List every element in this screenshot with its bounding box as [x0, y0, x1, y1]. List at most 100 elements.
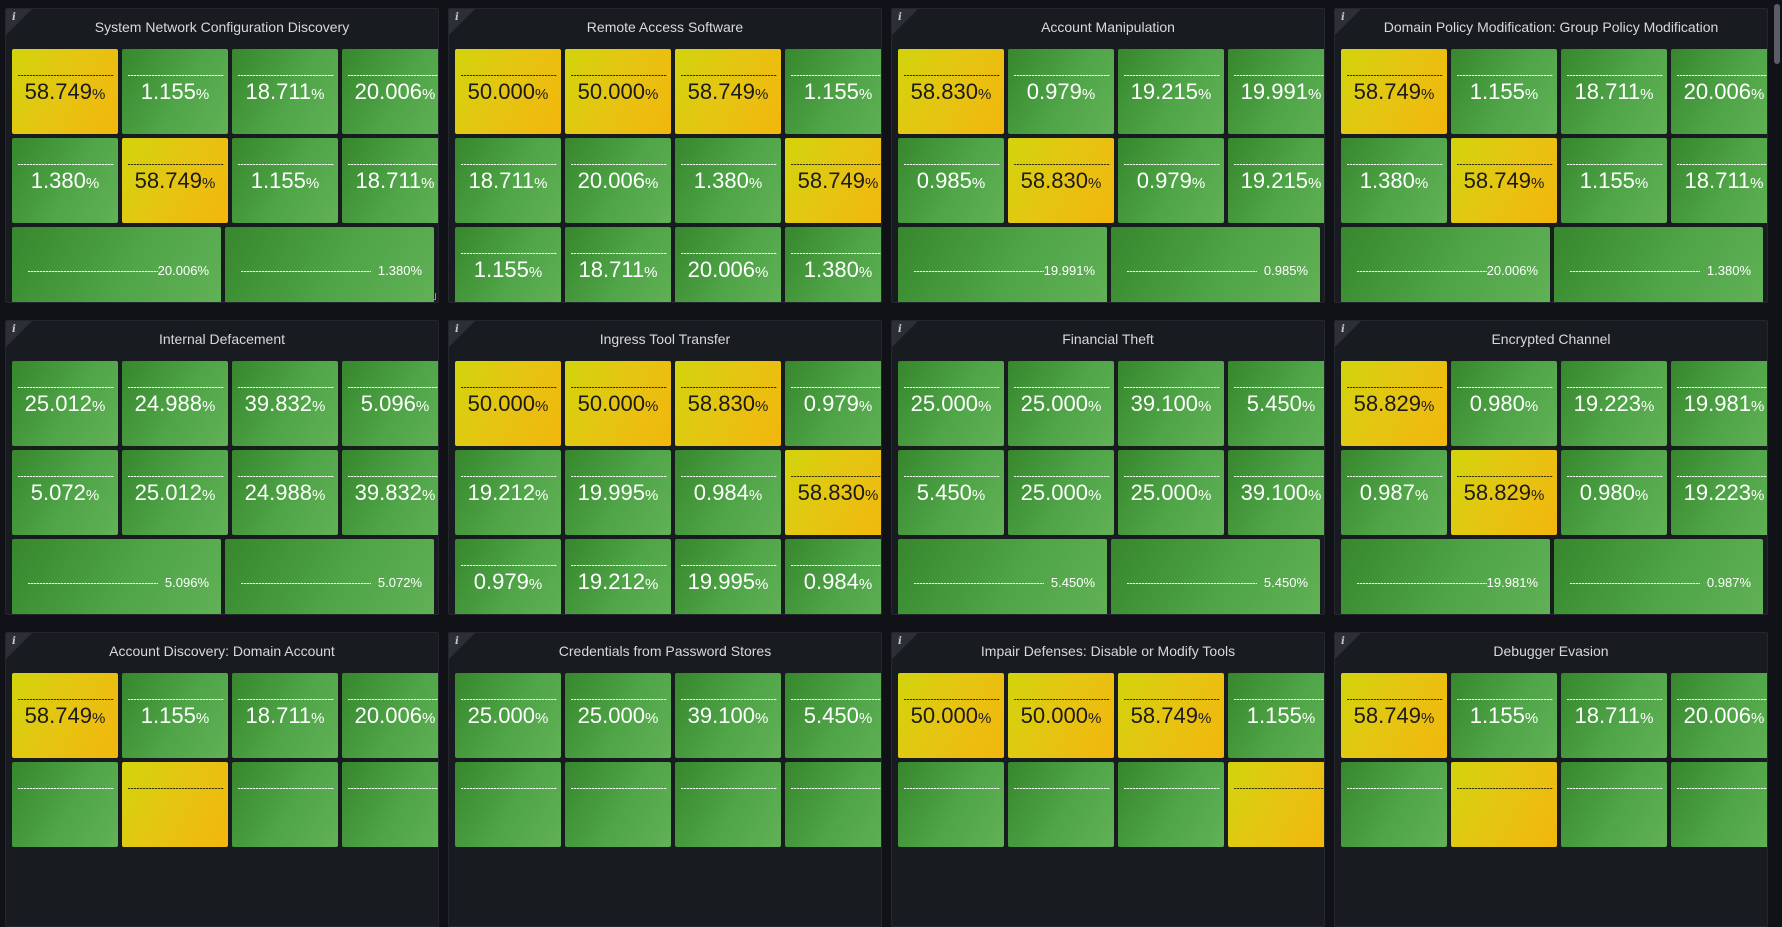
- stat-cell[interactable]: 5.450%: [1228, 361, 1324, 446]
- info-icon[interactable]: i: [12, 12, 16, 23]
- stat-cell[interactable]: 19.215%: [1228, 138, 1324, 223]
- info-icon[interactable]: i: [898, 636, 902, 647]
- stat-cell[interactable]: 0.985%: [1111, 227, 1320, 302]
- stat-cell[interactable]: 1.155%: [1451, 49, 1557, 134]
- stat-panel[interactable]: i System Network Configuration Discovery 5…: [5, 8, 439, 303]
- stat-cell[interactable]: 20.006%: [1341, 227, 1550, 302]
- stat-cell[interactable]: 50.000%: [455, 49, 561, 134]
- stat-cell[interactable]: 5.450%: [1111, 539, 1320, 614]
- panel-info-corner[interactable]: [449, 321, 475, 347]
- stat-cell[interactable]: 5.450%: [785, 673, 881, 758]
- stat-cell[interactable]: 25.000%: [1008, 361, 1114, 446]
- panel-info-corner[interactable]: [892, 321, 918, 347]
- stat-cell[interactable]: 1.380%: [1554, 227, 1763, 302]
- stat-cell[interactable]: 18.711%: [232, 49, 338, 134]
- stat-cell[interactable]: 18.711%: [232, 673, 338, 758]
- stat-cell[interactable]: 39.100%: [1228, 450, 1324, 535]
- stat-cell[interactable]: [12, 762, 118, 847]
- stat-cell[interactable]: 0.979%: [1118, 138, 1224, 223]
- stat-cell[interactable]: [785, 762, 881, 847]
- stat-cell[interactable]: [1561, 762, 1667, 847]
- stat-cell[interactable]: 0.987%: [1554, 539, 1763, 614]
- stat-cell[interactable]: 19.991%: [898, 227, 1107, 302]
- stat-cell[interactable]: [1341, 762, 1447, 847]
- stat-cell[interactable]: 18.711%: [1561, 49, 1667, 134]
- stat-cell[interactable]: 0.985%: [898, 138, 1004, 223]
- stat-cell[interactable]: 1.155%: [232, 138, 338, 223]
- panel-info-corner[interactable]: [6, 321, 32, 347]
- stat-cell[interactable]: [122, 762, 228, 847]
- stat-cell[interactable]: 5.450%: [898, 539, 1107, 614]
- stat-cell[interactable]: 19.212%: [455, 450, 561, 535]
- stat-cell[interactable]: 58.830%: [675, 361, 781, 446]
- stat-cell[interactable]: 19.223%: [1671, 450, 1767, 535]
- stat-cell[interactable]: 58.830%: [1008, 138, 1114, 223]
- panel-info-corner[interactable]: [1335, 9, 1361, 35]
- stat-panel[interactable]: i Ingress Tool Transfer 50.000% 50.000% 58.8…: [448, 320, 882, 615]
- stat-cell[interactable]: 39.100%: [1118, 361, 1224, 446]
- stat-cell[interactable]: 0.979%: [785, 361, 881, 446]
- info-icon[interactable]: i: [1341, 12, 1345, 23]
- panel-info-corner[interactable]: [1335, 321, 1361, 347]
- panel-info-corner[interactable]: [892, 633, 918, 659]
- stat-cell[interactable]: 58.749%: [12, 673, 118, 758]
- stat-cell[interactable]: 58.829%: [1451, 450, 1557, 535]
- stat-panel[interactable]: i Account Manipulation 58.830% 0.979% 19.215…: [891, 8, 1325, 303]
- panel-info-corner[interactable]: [6, 9, 32, 35]
- stat-cell[interactable]: [675, 762, 781, 847]
- stat-cell[interactable]: 39.100%: [675, 673, 781, 758]
- stat-panel[interactable]: i Domain Policy Modification: Group Polic…: [1334, 8, 1768, 303]
- panel-info-corner[interactable]: [6, 633, 32, 659]
- stat-cell[interactable]: 19.981%: [1671, 361, 1767, 446]
- stat-cell[interactable]: 1.380%: [1341, 138, 1447, 223]
- stat-cell[interactable]: 5.096%: [342, 361, 438, 446]
- scrollbar-thumb[interactable]: [1774, 4, 1780, 64]
- stat-cell[interactable]: 58.749%: [1118, 673, 1224, 758]
- stat-cell[interactable]: 18.711%: [455, 138, 561, 223]
- stat-cell[interactable]: 25.000%: [1118, 450, 1224, 535]
- stat-panel[interactable]: i Remote Access Software 50.000% 50.000% 58.…: [448, 8, 882, 303]
- stat-cell[interactable]: [898, 762, 1004, 847]
- stat-cell[interactable]: 5.096%: [12, 539, 221, 614]
- stat-cell[interactable]: 50.000%: [1008, 673, 1114, 758]
- stat-cell[interactable]: 0.979%: [455, 539, 561, 614]
- stat-cell[interactable]: 20.006%: [1671, 673, 1767, 758]
- info-icon[interactable]: i: [455, 636, 459, 647]
- stat-panel[interactable]: i Credentials from Password Stores 25.000%…: [448, 632, 882, 927]
- info-icon[interactable]: i: [12, 324, 16, 335]
- stat-cell[interactable]: 5.072%: [12, 450, 118, 535]
- stat-cell[interactable]: 1.155%: [1228, 673, 1324, 758]
- stat-cell[interactable]: 0.979%: [1008, 49, 1114, 134]
- stat-cell[interactable]: 0.980%: [1451, 361, 1557, 446]
- stat-cell[interactable]: 39.832%: [232, 361, 338, 446]
- stat-cell[interactable]: 58.749%: [675, 49, 781, 134]
- stat-cell[interactable]: [1008, 762, 1114, 847]
- stat-cell[interactable]: 20.006%: [342, 673, 438, 758]
- stat-cell[interactable]: 25.012%: [12, 361, 118, 446]
- stat-cell[interactable]: 50.000%: [898, 673, 1004, 758]
- stat-cell[interactable]: [232, 762, 338, 847]
- stat-panel[interactable]: i Account Discovery: Domain Account 58.749…: [5, 632, 439, 927]
- info-icon[interactable]: i: [898, 324, 902, 335]
- stat-panel[interactable]: i Debugger Evasion 58.749% 1.155% 18.711% 20.…: [1334, 632, 1768, 927]
- stat-cell[interactable]: [1228, 762, 1324, 847]
- stat-cell[interactable]: 19.995%: [675, 539, 781, 614]
- stat-cell[interactable]: 19.223%: [1561, 361, 1667, 446]
- stat-cell[interactable]: [342, 762, 438, 847]
- stat-cell[interactable]: 19.995%: [565, 450, 671, 535]
- stat-cell[interactable]: 24.988%: [122, 361, 228, 446]
- stat-cell[interactable]: 20.006%: [565, 138, 671, 223]
- stat-cell[interactable]: 58.749%: [1451, 138, 1557, 223]
- stat-cell[interactable]: [455, 762, 561, 847]
- stat-cell[interactable]: 58.829%: [1341, 361, 1447, 446]
- stat-panel[interactable]: i Encrypted Channel 58.829% 0.980% 19.223% 19…: [1334, 320, 1768, 615]
- stat-cell[interactable]: 20.006%: [12, 227, 221, 302]
- stat-cell[interactable]: 20.006%: [342, 49, 438, 134]
- stat-cell[interactable]: 24.988%: [232, 450, 338, 535]
- panel-resize-handle[interactable]: [429, 293, 436, 300]
- stat-cell[interactable]: 20.006%: [675, 227, 781, 302]
- stat-cell[interactable]: 1.155%: [122, 49, 228, 134]
- stat-cell[interactable]: 25.000%: [455, 673, 561, 758]
- stat-cell[interactable]: [1118, 762, 1224, 847]
- stat-panel[interactable]: i Financial Theft 25.000% 25.000% 39.100% 5.4…: [891, 320, 1325, 615]
